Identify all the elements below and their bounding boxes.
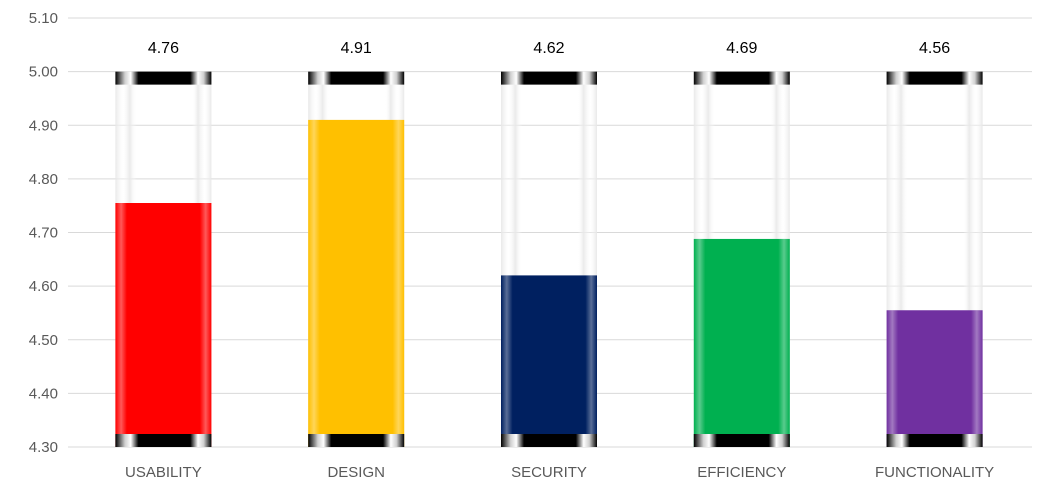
y-tick-label: 4.30 [29,439,58,456]
y-tick-label: 5.00 [29,64,58,81]
x-axis-category-labels: USABILITY DESIGN SECURITY EFFICIENCY FUNCTIO… [125,464,994,481]
tube-bottom-cap [501,434,597,447]
data-label: 4.76 [148,40,179,57]
category-label: SECURITY [511,464,587,481]
tube-top-cap [693,71,790,85]
bar-shine [308,119,405,447]
data-label: 4.69 [726,40,757,57]
category-label: DESIGN [327,464,385,481]
y-axis-tick-labels: 4.30 4.40 4.50 4.60 4.70 4.80 4.90 5.00 5.10 [29,10,58,456]
bar-shine [886,310,983,447]
tube-bottom-cap [115,434,212,447]
tube-top-cap [115,71,212,85]
bar-shine [115,203,212,447]
y-tick-label: 4.70 [29,225,58,242]
tube-top-cap [501,71,597,85]
tube-bottom-cap [693,434,790,447]
bars [115,71,983,447]
tube-bottom-cap [886,434,983,447]
tube-bottom-cap [308,434,405,447]
data-labels: 4.76 4.91 4.62 4.69 4.56 [148,40,950,57]
tube-top-cap [886,71,983,85]
category-label: EFFICIENCY [697,464,786,481]
y-tick-label: 4.80 [29,171,58,188]
y-tick-label: 4.60 [29,278,58,295]
category-label: USABILITY [125,464,202,481]
data-label: 4.91 [341,40,372,57]
data-label: 4.62 [533,40,564,57]
y-tick-label: 4.90 [29,117,58,134]
y-tick-label: 4.50 [29,332,58,349]
category-label: FUNCTIONALITY [875,464,994,481]
bar-shine [501,275,597,447]
bar-shine [693,238,790,447]
data-label: 4.56 [919,40,950,57]
y-tick-label: 5.10 [29,10,58,27]
tube-top-cap [308,71,405,85]
y-tick-label: 4.40 [29,385,58,402]
